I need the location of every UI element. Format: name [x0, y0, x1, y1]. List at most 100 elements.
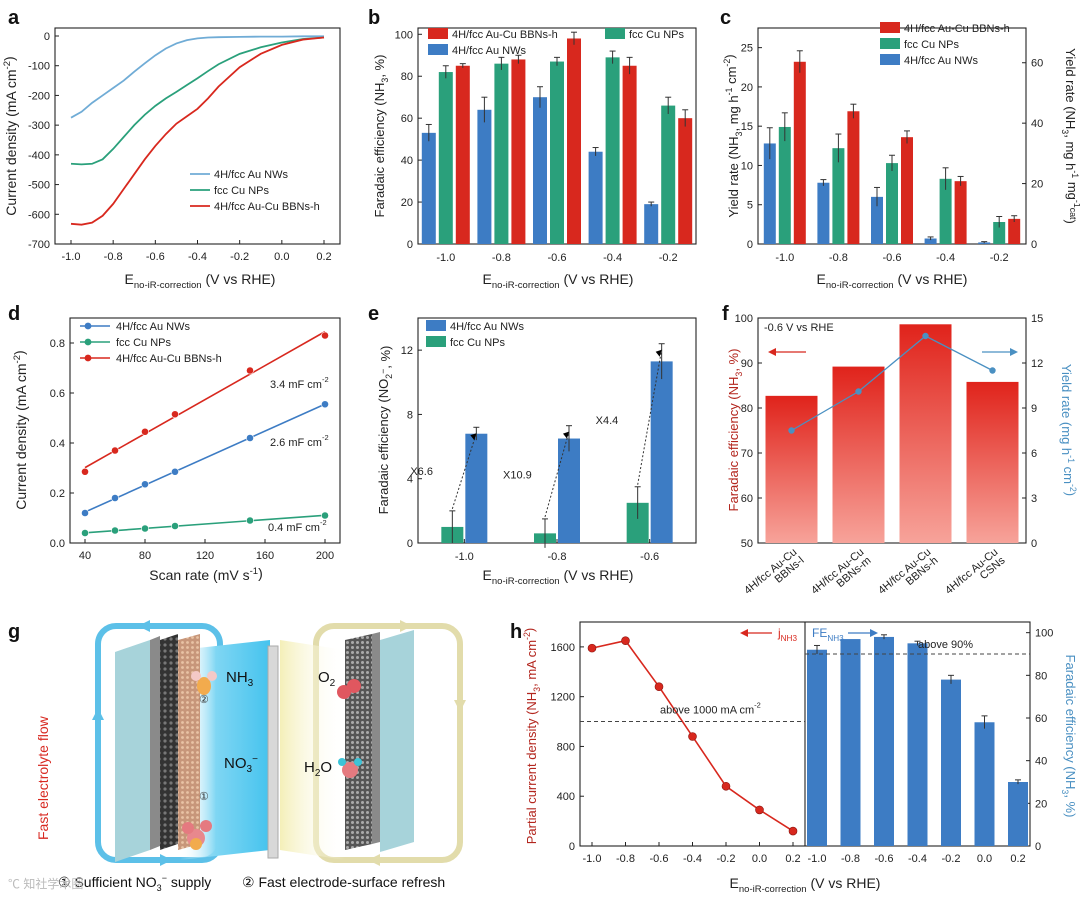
bar-cu-nps-4 [993, 222, 1006, 244]
x-axis-title: Eno-iR-correction (V vs RHE) [125, 271, 276, 291]
yield-line [791, 335, 993, 432]
x-tick-label: -1.0 [808, 853, 827, 865]
x-tick-label: -0.8 [104, 251, 123, 263]
x-tick-label: -0.6 [146, 251, 165, 263]
legend-swatch [426, 336, 446, 347]
j-point [621, 636, 630, 645]
data-point [81, 467, 89, 476]
bar-aucu-h-4 [1008, 218, 1021, 244]
x-tick-label: 0.2 [785, 853, 800, 865]
x-tick-label: -0.6 [883, 252, 902, 264]
yield-point [788, 427, 795, 434]
x-tick-label: -0.4 [936, 252, 955, 264]
y-label: 800 [557, 741, 575, 753]
y-label: 60 [741, 493, 753, 505]
legend-label: 4H/fcc Au NWs [214, 169, 288, 181]
bar-aucu-h-3 [954, 181, 967, 244]
fe-bar-3 [907, 643, 928, 846]
data-point [321, 511, 329, 520]
legend-label: 4H/fcc Au NWs [904, 55, 978, 67]
legend-swatch [880, 38, 900, 49]
legend-swatch [428, 44, 448, 55]
cathode-endplate [115, 640, 150, 862]
bar-au-nws-1 [558, 438, 580, 543]
j-point [755, 805, 764, 815]
panel-label-e: e [368, 303, 379, 325]
x-tick-label: -0.6 [548, 252, 567, 264]
fit-line [84, 403, 326, 513]
bar-aucu-h-0 [455, 65, 470, 244]
panel-label-a: a [8, 7, 20, 29]
bar-cu-nps-3 [605, 57, 620, 244]
bar-aucu-h-0 [793, 61, 806, 245]
arrow-head [655, 349, 662, 357]
cathode-gdl [160, 634, 178, 850]
slope-annotation: 3.4 mF cm-2 [270, 375, 329, 391]
no3-label: NO3− [224, 754, 258, 775]
x-tick-label: 0.2 [316, 251, 331, 263]
x-tick-label: -0.8 [829, 252, 848, 264]
x-tick-label: -0.2 [942, 853, 961, 865]
potential-note: -0.6 V vs RHE [764, 322, 834, 334]
legend-arrowhead-fe [870, 629, 878, 637]
bar-au-nws-1 [817, 182, 830, 244]
x-tick-label: 0.0 [977, 853, 992, 865]
bar-cu-nps-0 [778, 126, 791, 244]
bar-aucu-h-2 [901, 137, 913, 244]
panel-label-f: f [722, 303, 729, 325]
legend-label: 4H/fcc Au-Cu BBNs-h [214, 201, 320, 213]
bar-au-nws-1 [477, 109, 492, 244]
no3-molecule [182, 820, 212, 850]
y-label: 4 [407, 474, 413, 486]
y-label: -600 [28, 209, 50, 221]
y-label: 5 [747, 200, 753, 212]
x-tick-label: -0.8 [616, 853, 635, 865]
data-point [111, 446, 119, 455]
data-point [246, 366, 254, 375]
data-point [321, 400, 329, 409]
bar-au-nws-2 [871, 196, 883, 244]
y-axis-title: Faradaic efficiency (NH3, %) [726, 349, 744, 512]
legend-label: fcc Cu NPs [450, 337, 506, 349]
y-label: 40 [401, 155, 413, 167]
slope-annotation: 0.4 mF cm-2 [268, 518, 327, 534]
y-label: 0 [747, 239, 753, 251]
legend-label: fcc Cu NPs [116, 337, 172, 349]
panel-label-b: b [368, 7, 380, 29]
x-axis-title: Scan rate (mV s-1) [149, 565, 263, 583]
category-label: 4H/fcc Au-CuBBNs-m [809, 546, 873, 605]
cathode-frame [150, 636, 160, 850]
y-label: 100 [735, 313, 753, 325]
h2o-molecule [338, 758, 362, 778]
panel-label-c: c [720, 7, 731, 29]
fe-bar-6 [1008, 782, 1028, 846]
bar-aucu-h-2 [567, 38, 581, 244]
catholyte-arrows [92, 620, 172, 866]
panel-label-d: d [8, 303, 20, 325]
bar-cu-nps-2 [626, 502, 649, 543]
x-tick-label: -1.0 [583, 853, 602, 865]
bar-aucu-h-3 [622, 65, 637, 244]
legend-j: jNH3 [777, 626, 797, 643]
fit-line [84, 330, 326, 469]
bar-cu-nps-2 [550, 61, 564, 244]
data-point [246, 434, 254, 442]
bar-au-nws-2 [650, 361, 673, 543]
x-axis-title: Eno-iR-correction (V vs RHE) [483, 567, 634, 587]
y-label: 80 [401, 71, 413, 83]
caption-sufficient-supply: ① Sufficient NO3− supply [58, 873, 211, 893]
anode-frame [372, 632, 380, 844]
y-label: 400 [557, 791, 575, 803]
bar-aucu-h-1 [511, 59, 526, 244]
data-point [141, 427, 149, 436]
increase-arrow [544, 431, 570, 518]
bar-au-nws-3 [924, 238, 937, 244]
bar-aucu-h-4 [678, 118, 693, 244]
increase-arrow [637, 349, 663, 485]
legend-fe: FENH3 [812, 626, 844, 643]
increase-arrow [451, 433, 477, 510]
data-point [171, 522, 179, 530]
y-label: 0.8 [50, 338, 65, 350]
x-axis-title: Eno-iR-correction (V vs RHE) [483, 271, 634, 291]
